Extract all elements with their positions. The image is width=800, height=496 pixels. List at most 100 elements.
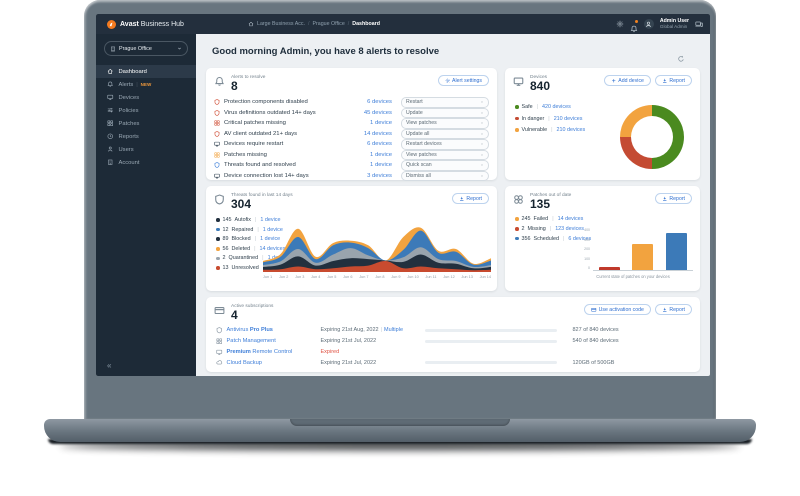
sidebar-item-policies[interactable]: Policies	[96, 104, 196, 117]
site-selector[interactable]: Prague Office	[104, 41, 188, 56]
sidebar-item-dashboard[interactable]: Dashboard	[96, 65, 196, 78]
shield-icon	[214, 110, 220, 116]
alert-action-select[interactable]: View patches	[401, 118, 489, 129]
sidebar-item-alerts[interactable]: Alerts | NEW	[96, 78, 196, 91]
name-bold: Pro Plus	[249, 327, 273, 334]
legend-link[interactable]: 14 devices	[557, 216, 584, 222]
action-label: View patches	[406, 120, 437, 127]
site-selector-label: Prague Office	[119, 45, 152, 52]
legend-link[interactable]: 14 devices	[259, 245, 286, 252]
pipe: |	[551, 127, 553, 133]
sidebar-nav: Dashboard Alerts | NEW Devices Policies Pa…	[96, 65, 196, 169]
expiry-text: Expiring 21st Jul, 2022	[320, 359, 377, 366]
alert-action-select[interactable]: Restart	[401, 97, 489, 108]
alert-action-select[interactable]: Update	[401, 107, 489, 118]
subscription-expiry: Expiring 21st Jul, 2022	[321, 360, 425, 366]
add-device-button[interactable]: Add device	[603, 75, 651, 86]
alert-label: Devices require restart	[224, 141, 284, 148]
shield-icon	[214, 131, 220, 137]
x-axis-label: Jun 8	[375, 275, 385, 279]
legend-link[interactable]: 210 devices	[556, 127, 586, 133]
alert-action-select[interactable]: View patches	[401, 149, 489, 160]
alert-action-select[interactable]: Dismiss all	[401, 170, 489, 181]
legend-link[interactable]: 1 device	[262, 226, 283, 233]
notifications-button[interactable]	[630, 19, 639, 28]
sidebar-item-devices[interactable]: Devices	[96, 91, 196, 104]
patches-count: 135	[530, 197, 551, 211]
alert-row: AV client outdated 21+ days 14 devices Upd…	[214, 128, 489, 139]
pipe: |	[254, 236, 257, 243]
user-menu[interactable]: Admin User Global Admin	[660, 18, 689, 30]
alert-devices-link[interactable]: 1 device	[370, 151, 392, 158]
alert-settings-button[interactable]: Alert settings	[437, 75, 489, 86]
legend-link[interactable]: 210 devices	[553, 115, 583, 122]
avatar[interactable]	[643, 19, 654, 29]
subscription-name-link[interactable]: Premium Remote Control	[227, 349, 321, 355]
devices-legend: Safe | 420 devices In danger | 210 devices V…	[515, 104, 585, 133]
name-post: Remote Control	[250, 348, 293, 355]
breadcrumb-current: Dashboard	[352, 21, 380, 27]
download-icon	[459, 196, 465, 202]
gear-icon[interactable]	[616, 20, 624, 28]
alert-action-select[interactable]: Update all	[401, 128, 489, 139]
legend-num: 13	[222, 264, 229, 271]
sidebar: Prague Office Dashboard Alerts | NEW Devic…	[96, 34, 196, 376]
download-icon	[662, 196, 668, 202]
sidebar-collapse-button[interactable]: «	[107, 361, 112, 370]
x-axis-label: Jun 4	[311, 275, 321, 279]
sidebar-item-reports[interactable]: Reports	[96, 130, 196, 143]
button-label: Add device	[618, 77, 644, 84]
report-button[interactable]: Report	[654, 75, 692, 86]
chevron-down-icon	[480, 100, 484, 104]
pipe: |	[262, 255, 264, 262]
action-label: Restart	[406, 99, 423, 106]
report-button[interactable]: Report	[654, 193, 692, 204]
multiple-link[interactable]: Multiple	[384, 327, 403, 334]
devices-apps-icon[interactable]	[695, 20, 703, 28]
alert-devices-link[interactable]: 6 devices	[367, 99, 392, 106]
legend-label: Scheduled	[533, 235, 559, 242]
gear-icon	[445, 78, 451, 84]
alert-action-select[interactable]: Restart devices	[401, 139, 489, 150]
alert-devices-link[interactable]: 1 device	[370, 162, 392, 169]
download-icon	[662, 307, 668, 313]
alert-devices-link[interactable]: 6 devices	[367, 141, 392, 148]
action-label: Update all	[406, 130, 430, 137]
sidebar-item-users[interactable]: Users	[96, 143, 196, 156]
legend-link[interactable]: 6 devices	[568, 235, 592, 242]
sidebar-item-label: Policies	[118, 107, 139, 114]
topbar-actions: Admin User Global Admin	[616, 14, 703, 34]
chevron-down-icon	[480, 174, 484, 178]
sidebar-item-patches[interactable]: Patches	[96, 117, 196, 130]
use-activation-code-button[interactable]: Use activation code	[584, 304, 651, 315]
report-button[interactable]: Report	[654, 304, 692, 315]
report-button[interactable]: Report	[451, 193, 489, 204]
subscription-name-link[interactable]: Cloud Backup	[227, 360, 321, 366]
sidebar-item-account[interactable]: Account	[96, 156, 196, 169]
y-axis-label: 100	[584, 256, 590, 261]
alert-devices-link[interactable]: 45 devices	[363, 109, 392, 116]
legend-label: Deleted	[231, 245, 251, 252]
legend-link[interactable]: 420 devices	[542, 104, 571, 110]
x-axis-label: Jun 12	[443, 275, 455, 279]
subscription-name-link[interactable]: Patch Management	[227, 338, 321, 344]
alert-devices-link[interactable]: 14 devices	[363, 130, 392, 137]
bell-icon	[107, 81, 114, 88]
alert-devices-link[interactable]: 1 device	[370, 120, 392, 127]
devices-donut-chart	[620, 105, 684, 169]
legend-link[interactable]: 123 devices	[555, 225, 584, 232]
breadcrumb-root[interactable]: Large Business Acc.	[257, 21, 305, 27]
legend-link[interactable]: 1 device	[260, 236, 281, 243]
breadcrumb-mid[interactable]: Prague Office	[312, 21, 345, 27]
legend-link[interactable]: 1 device	[260, 217, 281, 223]
subscription-name-link[interactable]: Antivirus Pro Plus	[227, 327, 321, 333]
clock-icon	[107, 133, 114, 140]
shield-icon	[214, 99, 220, 105]
chevron-down-icon	[480, 121, 484, 125]
alert-action-select[interactable]: Quick scan	[401, 160, 489, 171]
threats-area-chart	[263, 227, 491, 272]
action-label: Update	[406, 109, 423, 116]
refresh-icon[interactable]	[677, 55, 685, 63]
alert-devices-link[interactable]: 3 devices	[367, 172, 392, 179]
